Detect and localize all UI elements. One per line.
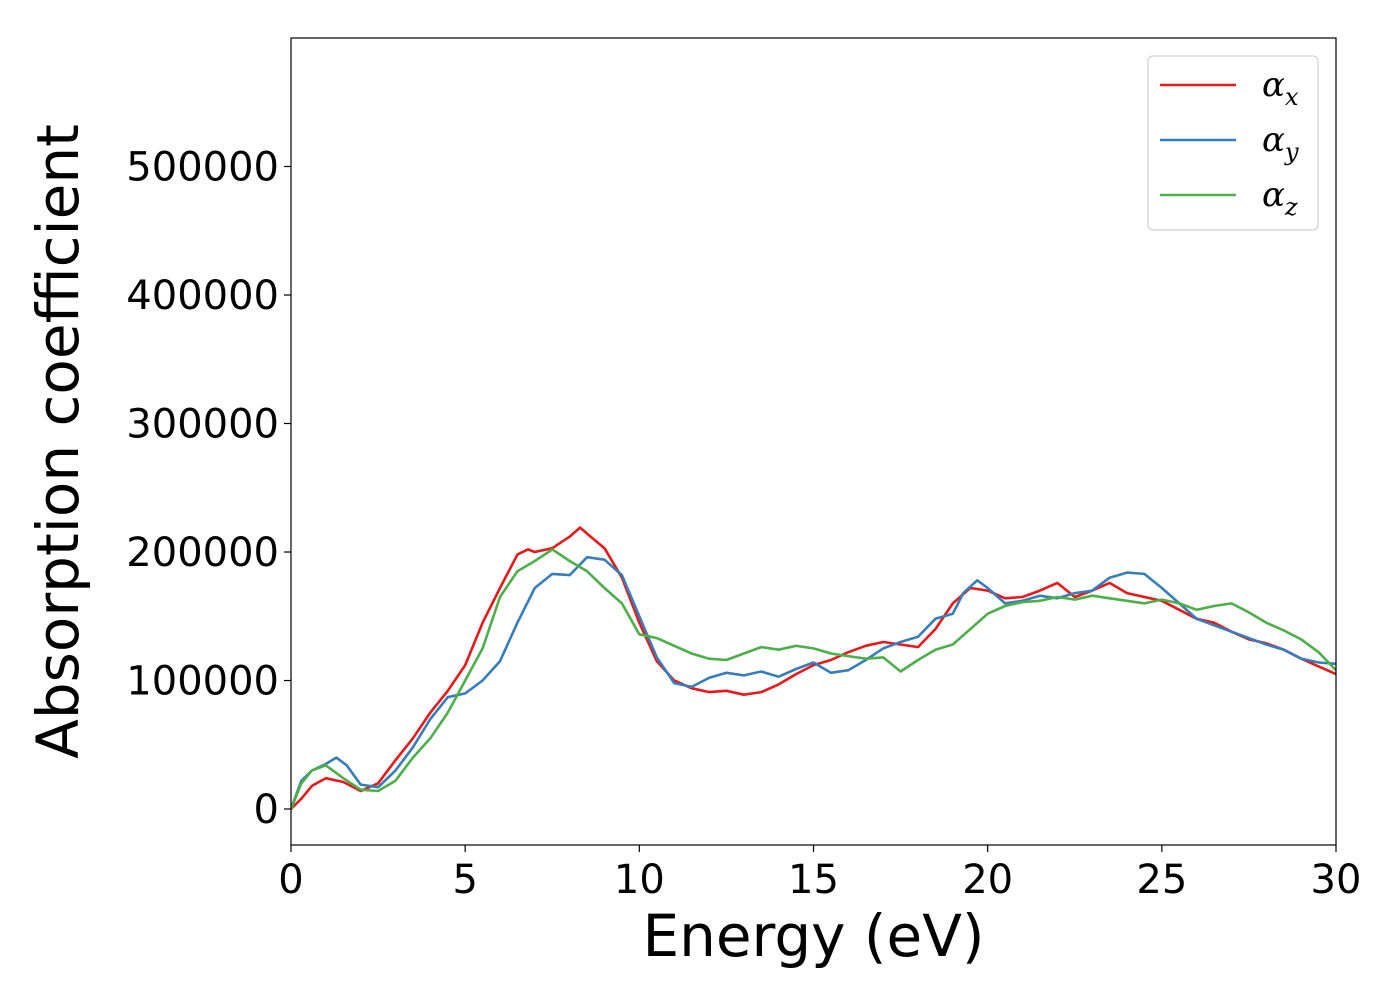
y-tick-label: 200000 (126, 530, 279, 576)
legend-label-y: αy (1262, 120, 1299, 166)
series-layer (291, 526, 1336, 811)
y-tick-label: 100000 (126, 659, 279, 705)
x-tick-label: 15 (788, 857, 839, 903)
x-tick-label: 30 (1311, 857, 1362, 903)
y-tick-label: 500000 (126, 145, 279, 191)
x-tick-label: 20 (962, 857, 1013, 903)
y-tick-label: 0 (254, 787, 279, 833)
legend: αx αy αz (1147, 55, 1319, 231)
x-axis-ticks: 0 5 10 15 20 25 30 (278, 845, 1361, 903)
x-tick-label: 25 (1136, 857, 1187, 903)
legend-label-x: αx (1262, 65, 1299, 111)
y-tick-label: 300000 (126, 402, 279, 448)
y-tick-label: 400000 (126, 273, 279, 319)
series-line-y (291, 555, 1336, 811)
legend-box (1147, 55, 1319, 231)
y-axis-ticks: 0 100000 200000 300000 400000 500000 (126, 145, 291, 833)
x-tick-label: 10 (614, 857, 665, 903)
x-axis-title: Energy (eV) (642, 902, 984, 970)
series-line-x (291, 526, 1336, 811)
series-line-z (291, 548, 1336, 811)
y-axis-title: Absorption coefficient (24, 124, 92, 759)
x-tick-label: 0 (278, 857, 303, 903)
x-tick-label: 5 (452, 857, 477, 903)
legend-label-z: αz (1262, 175, 1298, 221)
